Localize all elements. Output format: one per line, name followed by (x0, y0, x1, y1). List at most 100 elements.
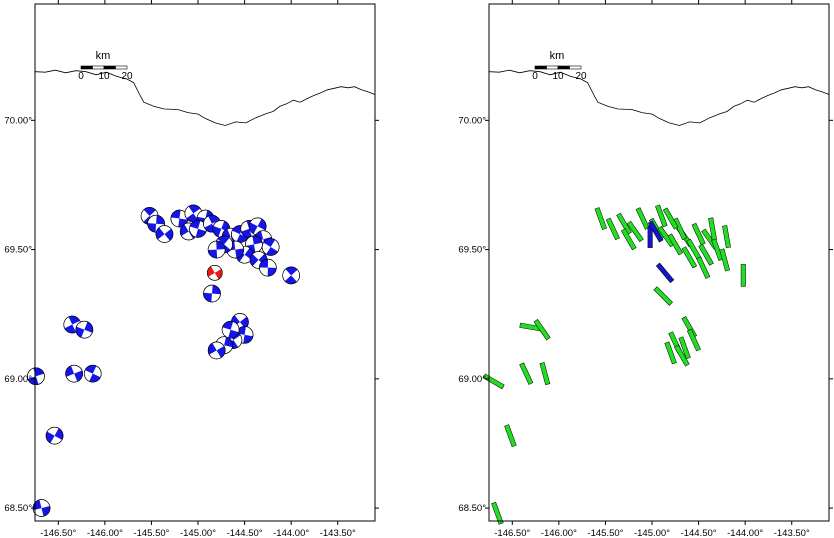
scalebar-segment (80, 65, 93, 70)
x-tick-label: -143.50° (320, 528, 356, 538)
stress-orientation-bar (678, 336, 691, 360)
x-tick-label: -145.00° (180, 528, 216, 538)
stress-orientation-bar (681, 246, 698, 269)
focal-mechanism-beachball (203, 284, 221, 303)
focal-mechanism-beachball (83, 364, 102, 383)
scalebar-segment (557, 65, 570, 70)
beachball-quadrant (164, 228, 173, 241)
x-tick-label: -146.00° (87, 528, 123, 538)
stress-orientation-bar (482, 373, 505, 390)
stress-orientation-bar (594, 207, 607, 230)
beachball-quadrant (217, 235, 230, 245)
beachball-quadrant (170, 210, 181, 219)
beachball-quadrant (85, 365, 97, 374)
beachball-quadrant (147, 223, 157, 233)
beachball-quadrant (156, 215, 165, 225)
stress-orientation-bar (740, 264, 746, 287)
focal-mechanism-beachball (212, 220, 231, 238)
stress-orientation-bar (698, 243, 714, 266)
beachball-rim (207, 341, 226, 360)
x-tick-label: -146.50° (494, 528, 530, 538)
beachball-quadrant (263, 238, 276, 247)
stress-orientation-bar (653, 286, 673, 306)
scalebar-tick-label: 10 (98, 71, 110, 82)
focal-mechanism-beachball (27, 367, 45, 386)
beachball-quadrant (216, 346, 226, 358)
stress-orientation-bar (696, 256, 711, 279)
scalebar-unit: km (550, 50, 565, 62)
stress-orientation-bar (664, 341, 677, 365)
y-tick-label: 69.50° (4, 245, 32, 256)
beachball-rim (27, 367, 45, 386)
y-tick-label: 69.00° (458, 374, 486, 385)
focal-mechanism-beachball (45, 426, 64, 445)
scalebar-tick-label: 20 (575, 71, 587, 82)
beachball-rim (206, 265, 223, 281)
scalebar-segment (115, 65, 128, 70)
focal-mechanism-beachball (206, 265, 223, 281)
x-tick-label: -144.50° (681, 528, 717, 538)
beachball-quadrant (207, 266, 215, 277)
beachball-rim (83, 364, 102, 383)
stress-orientation-bar (655, 262, 675, 284)
x-tick-label: -146.00° (541, 528, 577, 538)
stress-orientation-bar (605, 217, 620, 241)
beachball-quadrant (89, 373, 101, 383)
beachball-rim (65, 364, 83, 383)
beachball-quadrant (208, 343, 217, 355)
stress-orientation-bar (491, 501, 504, 525)
beachball-quadrant (284, 275, 297, 284)
scalebar-tick-label: 0 (78, 71, 84, 82)
focal-mechanism-beachball (75, 320, 94, 339)
y-tick-label: 68.50° (4, 503, 32, 514)
left-map-panel: km 0 10 20 -146.50° -146.00° -145.50° -145.00° -… (4, 0, 379, 538)
beachball-quadrant (143, 207, 156, 216)
beachball-quadrant (186, 213, 199, 222)
y-tick-label: 69.50° (458, 245, 486, 256)
stress-orientation-bar (691, 222, 706, 246)
beachball-quadrant (250, 254, 259, 267)
scalebar-tick-label: 10 (552, 71, 564, 82)
beachball-quadrant (155, 227, 165, 240)
x-tick-label: -144.00° (727, 528, 763, 538)
y-tick-label: 70.00° (4, 115, 32, 126)
focal-mechanism-beachball (155, 225, 174, 243)
beachball-rim (221, 320, 240, 339)
beachball-rim (155, 225, 174, 243)
stress-orientation-bar (719, 248, 730, 272)
x-tick-label: -144.00° (273, 528, 309, 538)
map-frame (488, 3, 830, 522)
coastline (488, 69, 830, 126)
beachball-quadrant (41, 506, 51, 517)
stress-orientation-bar (674, 344, 690, 367)
beachball-quadrant (46, 431, 55, 444)
focal-mechanism-beachball (207, 240, 226, 259)
stress-orientation-bar (672, 217, 687, 241)
beachball-quadrant (74, 370, 83, 382)
beachball-quadrant (252, 235, 263, 245)
map-frame (34, 3, 376, 522)
x-tick-label: -145.50° (133, 528, 169, 538)
stress-orientation-bar (616, 212, 632, 235)
stress-orientation-bar (655, 204, 668, 228)
focal-mechanism-beachball (259, 258, 277, 277)
focal-mechanism-beachball (189, 220, 207, 238)
beachball-quadrant (285, 266, 298, 276)
stress-orientation-bar (533, 319, 551, 341)
beachball-quadrant (64, 324, 76, 334)
x-tick-label: -145.00° (634, 528, 670, 538)
coastline (34, 69, 376, 126)
beachball-quadrant (188, 204, 201, 214)
stress-orientation-bar (662, 207, 679, 230)
beachball-quadrant (54, 428, 64, 440)
x-tick-label: -145.50° (587, 528, 623, 538)
scalebar-segment (92, 65, 105, 70)
stress-orientation-bar (519, 362, 534, 385)
beachball-quadrant (259, 259, 269, 268)
focal-mechanism-beachball (65, 364, 83, 383)
scalebar-segment (534, 65, 547, 70)
beachball-quadrant (243, 334, 253, 344)
beachball-quadrant (180, 224, 189, 236)
beachball-rim (282, 266, 300, 285)
beachball-quadrant (203, 292, 212, 302)
